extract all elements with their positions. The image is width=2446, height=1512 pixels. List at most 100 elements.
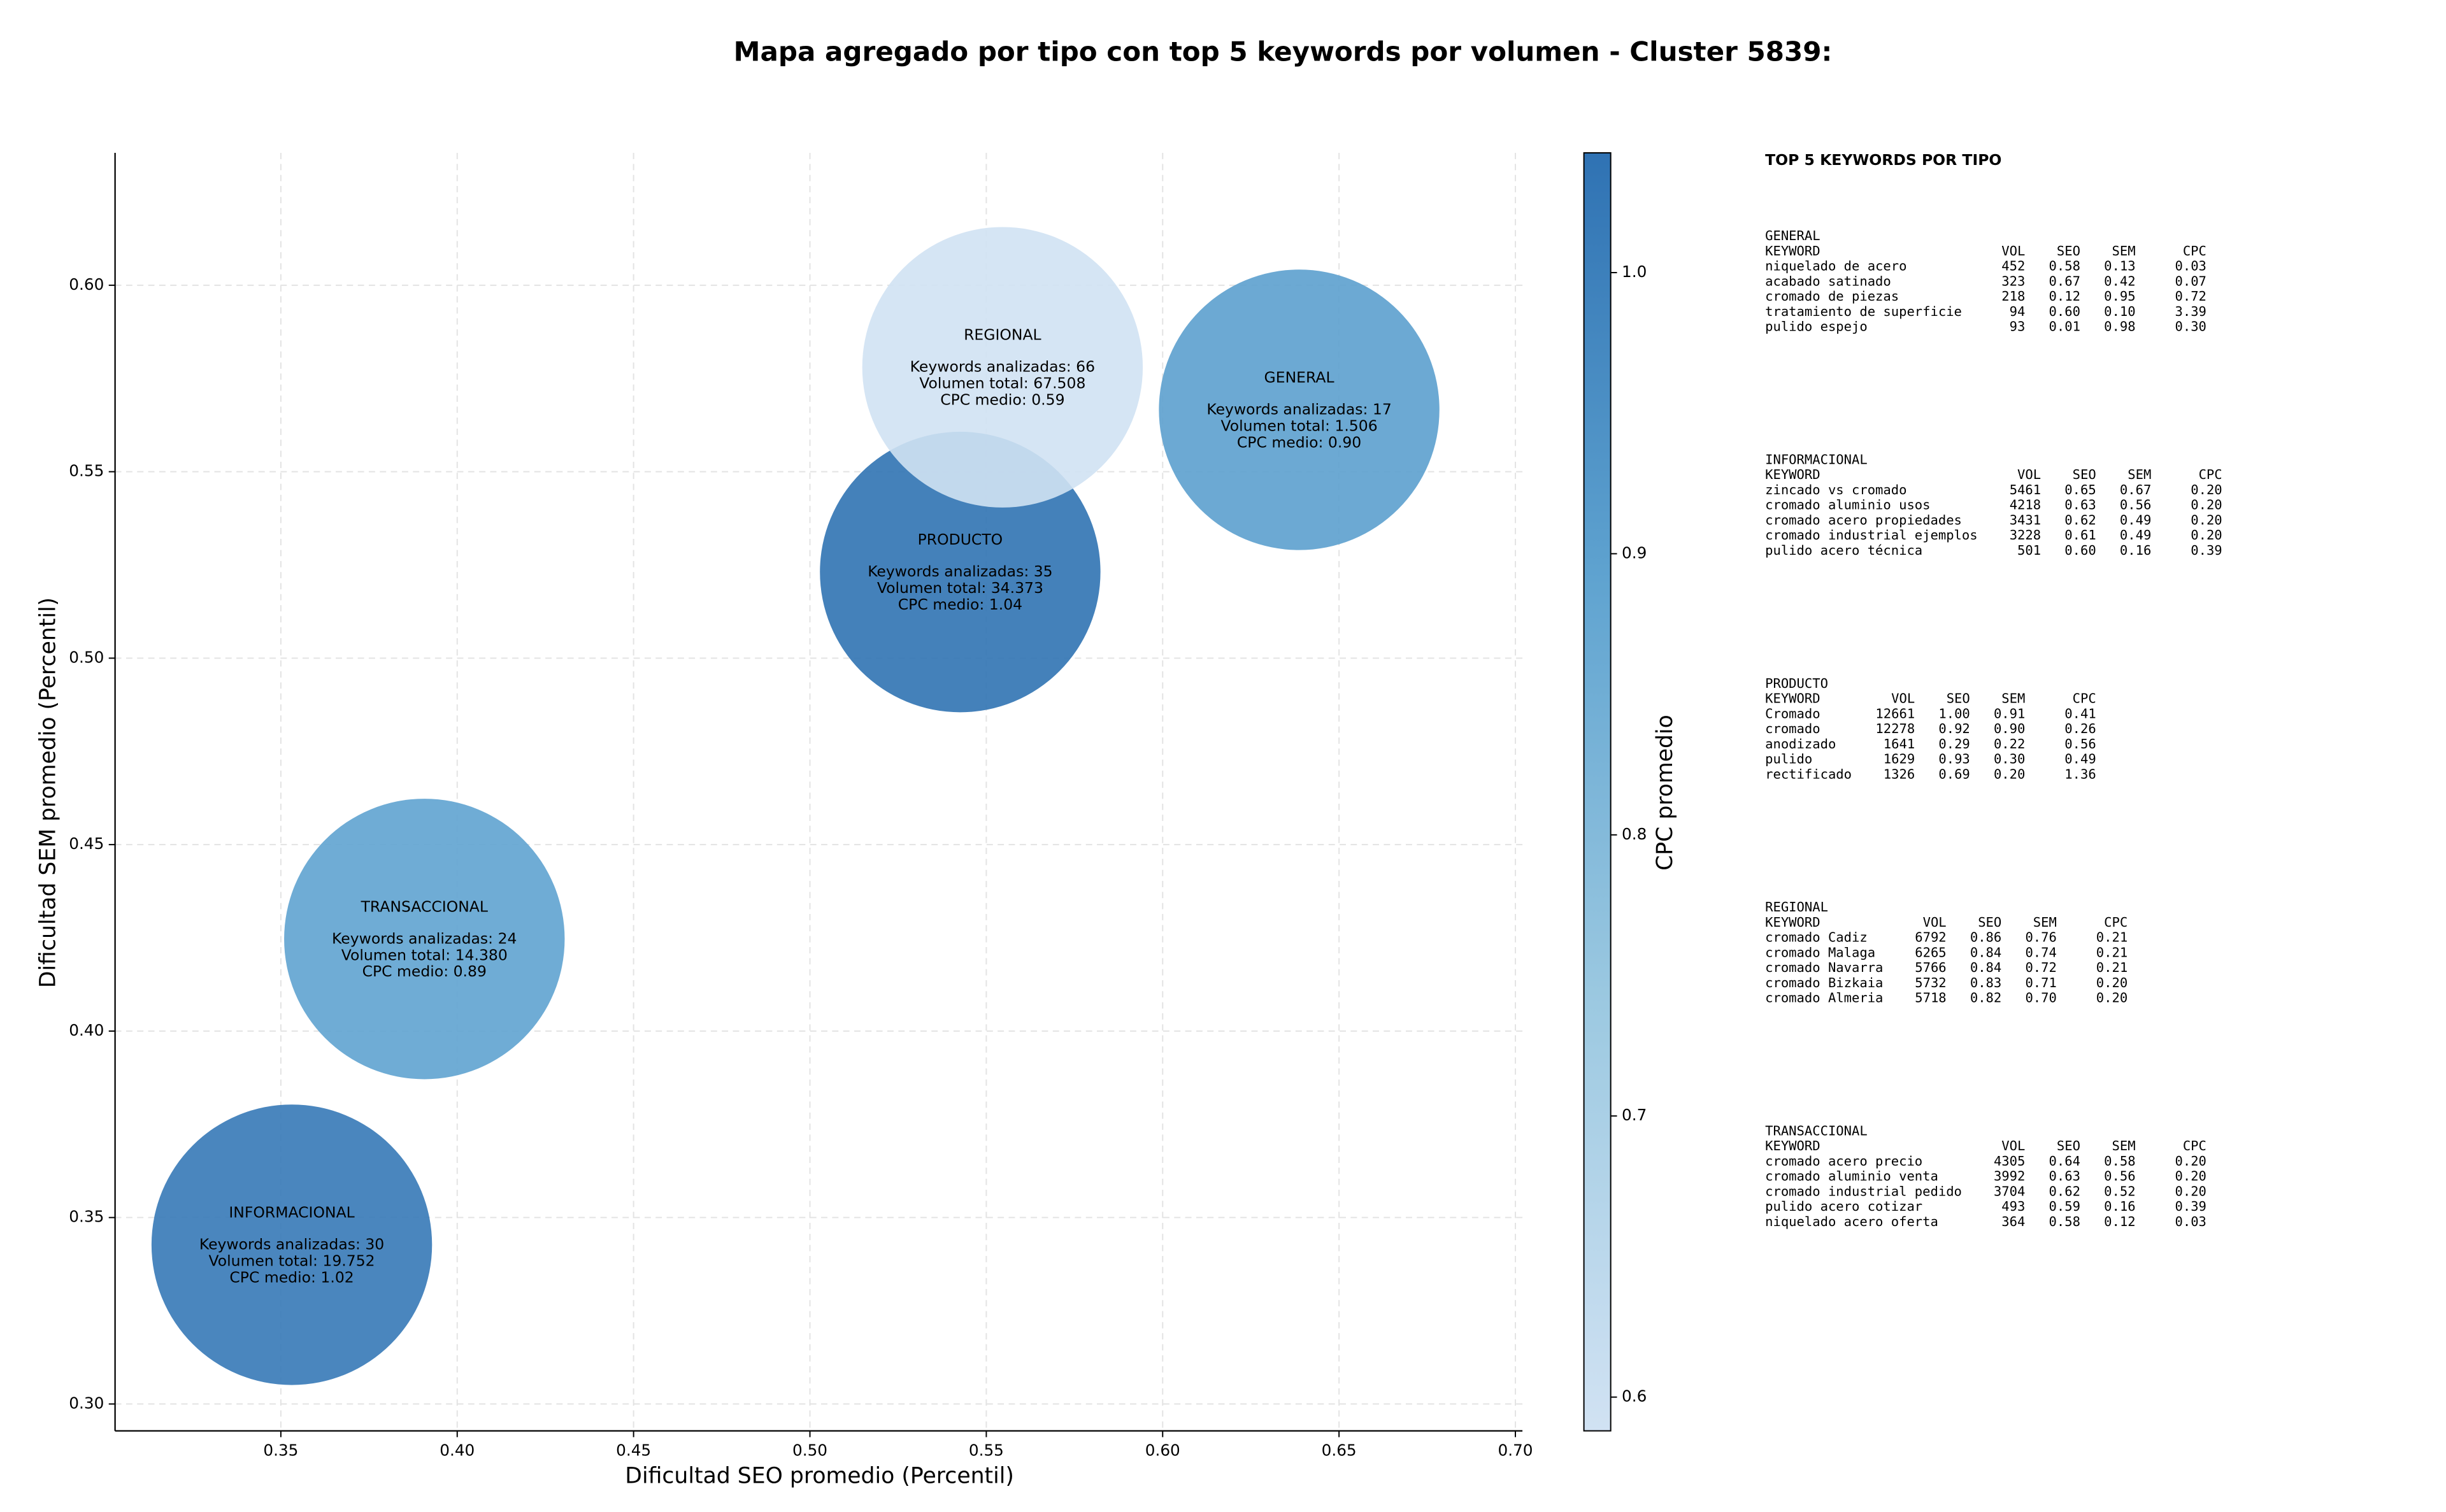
table-cell: 0.13 [2104,259,2135,274]
stat-label: Keywords analizadas: [910,357,1076,375]
stat-label: Keywords analizadas: [868,562,1034,580]
bubble-stat: Volumen total: 67.508 [919,374,1085,392]
table-cell: 1326 [1884,766,1915,781]
group-name: REGIONAL [1765,899,1828,915]
table-cell: 0.10 [2104,304,2135,319]
table-cell: 0.64 [2049,1153,2080,1169]
column-header: KEYWORD [1765,691,1820,706]
table-cell: 0.42 [2104,273,2135,289]
colorbar-tick-label: 0.9 [1622,543,1647,562]
panel-title: TOP 5 KEYWORDS POR TIPO [1765,151,2001,169]
table-cell: 452 [2001,259,2025,274]
table-cell: 0.92 [1938,721,1970,736]
table-cell: 0.67 [2120,482,2151,497]
stat-label: Keywords analizadas: [199,1235,366,1253]
table-cell: 4305 [1994,1153,2025,1169]
table-cell: 0.16 [2104,1199,2135,1214]
table-cell: 0.83 [1970,975,2001,990]
stat-label: CPC medio: [362,962,454,980]
table-cell: cromado [1765,721,1820,736]
table-cell: 0.39 [2175,1199,2206,1214]
table-cell: cromado industrial pedido [1765,1183,1962,1199]
table-cell: 0.95 [2104,289,2135,304]
colorbar [1583,152,1612,1432]
table-cell: 0.26 [2064,721,2096,736]
bubble [151,1104,433,1385]
stat-value: 19.752 [322,1252,375,1269]
table-cell: 0.56 [2120,497,2151,513]
bubble-stat: Keywords analizadas: 24 [332,929,517,947]
table-cell: 1.36 [2064,766,2096,781]
table-cell: 0.21 [2096,960,2128,975]
column-header: SEO [1947,691,1970,706]
table-cell: 0.20 [2191,527,2222,543]
column-header: SEM [2112,243,2136,259]
table-cell: niquelado de acero [1765,259,1906,274]
table-cell: 0.63 [2064,497,2096,513]
x-tick-label: 0.45 [616,1441,651,1460]
column-header: SEM [2033,915,2057,930]
table-cell: cromado aluminio venta [1765,1169,1938,1184]
group-name: PRODUCTO [1765,676,1828,691]
stat-label: CPC medio: [1237,433,1328,451]
x-tick-label: 0.50 [792,1441,827,1460]
bubble-name: GENERAL [1264,368,1334,386]
stat-value: 1.04 [989,596,1022,613]
table-cell: 0.62 [2064,512,2096,527]
group-name: GENERAL [1765,228,1820,243]
stat-value: 1.506 [1334,417,1377,434]
group-name: TRANSACCIONAL [1765,1123,1868,1138]
table-cell: 0.98 [2104,319,2135,334]
bubble-name: INFORMACIONAL [229,1203,354,1221]
table-cell: 6792 [1915,930,1946,945]
stat-label: Keywords analizadas: [332,929,498,947]
table-cell: 3992 [1994,1169,2025,1184]
y-tick-label: 0.55 [69,462,104,480]
table-cell: 0.72 [2175,289,2206,304]
table-cell: 0.20 [2191,482,2222,497]
table-cell: 0.84 [1970,960,2001,975]
group-name: INFORMACIONAL [1765,452,1868,467]
table-cell: 12278 [1875,721,1915,736]
column-header: SEM [2128,467,2151,482]
table-cell: 0.07 [2175,273,2206,289]
bubble-name: REGIONAL [964,326,1041,344]
bubble-stat: Volumen total: 19.752 [209,1252,375,1269]
column-header: VOL [2017,467,2041,482]
table-cell: cromado Malaga [1765,945,1875,960]
bubble-stat: CPC medio: 0.59 [940,390,1064,408]
table-cell: 12661 [1875,706,1915,721]
bubble-stat: CPC medio: 1.04 [898,596,1022,613]
table-cell: 0.41 [2064,706,2096,721]
table-cell: 0.20 [2191,512,2222,527]
bubble [284,799,565,1080]
table-cell: 5732 [1915,975,1946,990]
stat-label: Volumen total: [877,579,991,597]
column-header: CPC [2183,243,2206,259]
column-header: VOL [2001,243,2025,259]
stat-value: 66 [1076,357,1095,375]
x-tick-label: 0.40 [440,1441,475,1460]
table-cell: 0.21 [2096,945,2128,960]
y-tick-label: 0.45 [69,834,104,853]
table-cell: 0.74 [2025,945,2056,960]
table-cell: 0.60 [2049,304,2080,319]
table-cell: 0.70 [2025,990,2056,1006]
table-cell: 0.58 [2049,1214,2080,1229]
table-cell: cromado industrial ejemplos [1765,527,1978,543]
stat-value: 30 [365,1235,384,1253]
table-cell: acabado satinado [1765,273,1891,289]
column-header: CPC [2199,467,2222,482]
colorbar-tick-label: 0.8 [1622,825,1647,843]
stat-label: CPC medio: [229,1268,320,1286]
colorbar-tick-label: 0.6 [1622,1387,1647,1406]
bubble [862,227,1143,508]
column-header: VOL [2001,1138,2025,1153]
table-cell: 3228 [2010,527,2041,543]
table-cell: 0.21 [2096,930,2128,945]
stat-value: 0.90 [1328,433,1361,451]
